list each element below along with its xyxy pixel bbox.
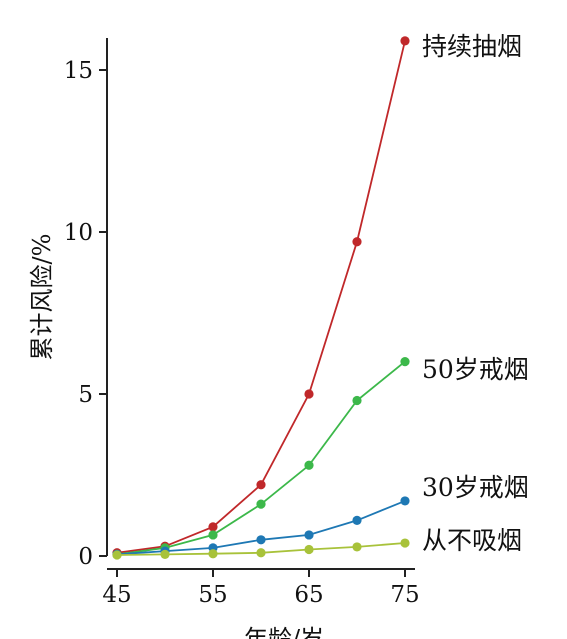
series-line [116,40,406,554]
data-point [304,544,314,555]
data-point [256,548,266,558]
x-tick-label: 65 [294,582,323,608]
x-axis-title: 年龄/岁 [244,625,324,639]
data-point [208,530,218,540]
x-tick-label: 55 [198,582,227,608]
data-point [400,357,410,367]
data-point [352,542,362,552]
x-tick-label: 45 [102,582,131,608]
y-tick-label: 15 [64,58,93,84]
y-axis: 0 5 10 15 [64,38,108,570]
series-3: 从不吸烟 [112,526,522,560]
series-1: 50岁戒烟 [112,355,529,559]
data-point [304,460,314,470]
data-point [112,550,122,560]
x-axis: 45 55 65 75 [102,568,420,608]
data-point [256,480,266,490]
data-point [400,36,410,46]
data-point [208,549,218,559]
series-label: 持续抽烟 [422,32,522,61]
data-point [208,522,218,532]
data-point [352,515,362,525]
y-tick-label: 5 [78,382,93,408]
data-point [400,496,410,506]
data-point [160,549,170,559]
y-tick-label: 10 [64,220,93,246]
series-line [116,360,406,556]
series-label: 30岁戒烟 [422,473,529,502]
data-point [304,530,314,540]
y-axis-title: 累计风险/% [28,234,56,361]
data-point [352,395,362,406]
y-tick-label: 0 [78,544,93,570]
series-label: 50岁戒烟 [422,355,529,384]
data-point [352,237,362,247]
data-point [256,499,266,509]
data-point [400,538,410,548]
data-point [256,535,266,545]
x-tick-label: 75 [390,582,419,608]
series-label: 从不吸烟 [422,526,522,555]
data-point [304,389,314,399]
